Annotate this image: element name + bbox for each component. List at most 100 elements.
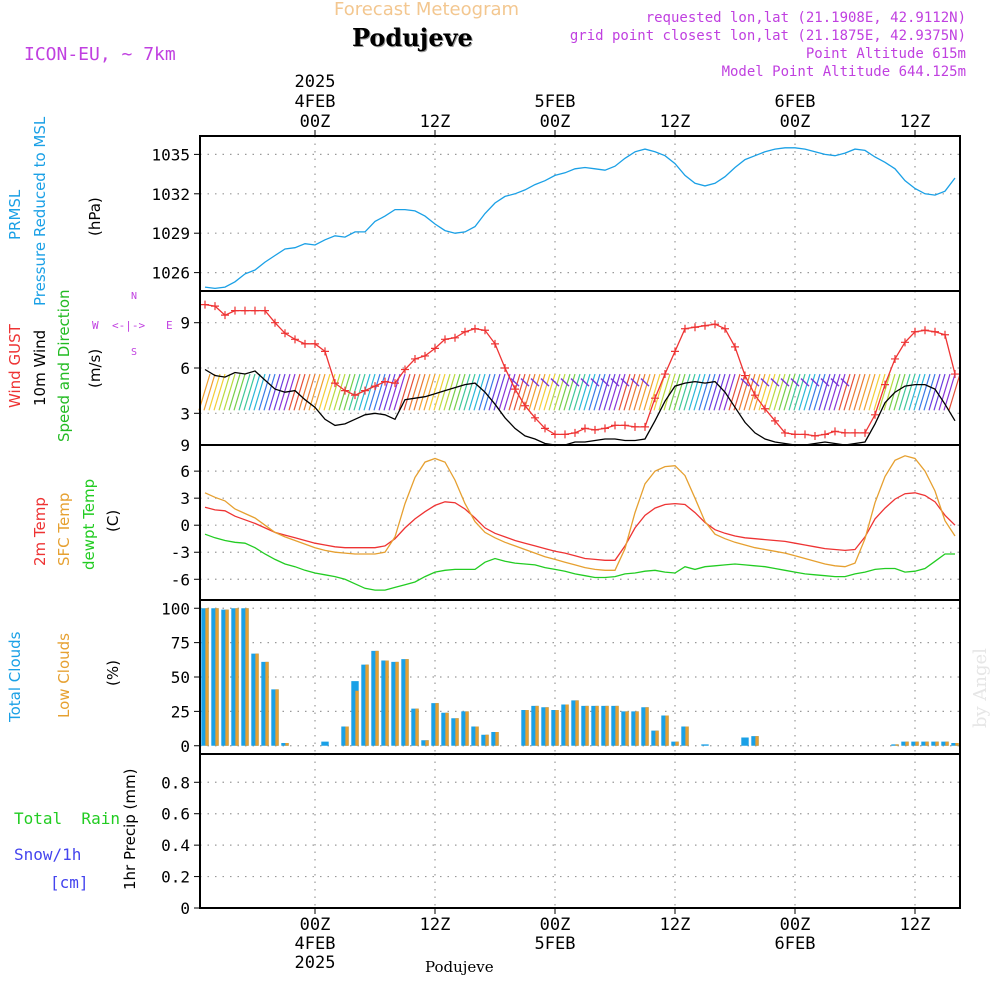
clouds-y-tick-label: 100 — [161, 599, 190, 618]
wind-dir-arrow — [830, 378, 840, 387]
wind-dir-hatch — [368, 373, 381, 411]
wind-dir-hatch — [883, 373, 896, 411]
x-tick-label-bottom: 00Z — [780, 915, 811, 935]
wind-dir-hatch — [663, 373, 676, 411]
wind-dir-hatch — [573, 373, 586, 411]
wind-dir-hatch — [928, 373, 941, 411]
total-cloud-bar — [941, 741, 949, 746]
precip-frame — [199, 753, 961, 909]
gust-marker — [431, 344, 439, 353]
low-cloud-bar — [375, 650, 379, 746]
wind-dir-hatch — [373, 373, 386, 411]
low-cloud-bar — [635, 711, 639, 746]
low-cloud-bar — [525, 710, 529, 746]
wind-dir-hatch — [323, 373, 336, 411]
low-clouds-label: Low Clouds — [55, 633, 73, 718]
low-cloud-bar — [245, 608, 249, 746]
wind-y-tick-label: 9 — [180, 436, 190, 455]
low-cloud-bar — [605, 705, 609, 746]
total-cloud-bar — [471, 726, 479, 746]
low-cloud-bar — [655, 730, 659, 746]
low-cloud-bar — [675, 741, 679, 746]
wind-dir-hatch — [393, 373, 406, 411]
wind-dir-hatch — [628, 373, 641, 411]
total-cloud-bar — [341, 726, 349, 746]
wind-dir-hatch — [243, 373, 256, 411]
total-cloud-bar — [531, 705, 539, 746]
wind-dir-arrow — [540, 378, 550, 387]
wind-unit: (m/s) — [86, 348, 104, 388]
total-cloud-bar — [461, 711, 469, 746]
gust-marker — [841, 428, 849, 437]
wind-dir-hatch — [353, 373, 366, 411]
model-label: ICON-EU, ~ 7km — [24, 44, 176, 65]
clouds-y-tick-label: 50 — [171, 668, 190, 687]
low-cloud-bar — [925, 741, 929, 746]
wind-dir-arrow — [630, 378, 640, 387]
wind-dir-hatch — [588, 373, 601, 411]
total-cloud-bar — [491, 732, 499, 746]
gust-marker — [771, 416, 779, 425]
low-cloud-bar — [665, 715, 669, 746]
wind-dir-hatch — [633, 373, 646, 411]
pressure-line — [204, 147, 956, 290]
watermark: by Angel — [970, 648, 991, 728]
gust-marker — [851, 428, 859, 437]
total-cloud-bar — [601, 705, 609, 746]
temperature-y-tick-label: 3 — [180, 489, 190, 508]
wind-dir-hatch — [528, 373, 541, 411]
x-tick-label-top: 00Z — [780, 112, 811, 132]
x-tick-label-top: 2025 — [295, 72, 336, 92]
low-cloud-bar — [455, 718, 459, 746]
wind-dir-hatch — [228, 373, 241, 411]
gust-marker — [321, 347, 329, 356]
gust-marker — [521, 401, 529, 410]
wind-dir-hatch — [808, 373, 821, 411]
wind-dir-hatch — [873, 373, 886, 411]
wind-y-tick-label: 9 — [180, 314, 190, 333]
gust-marker — [751, 391, 759, 400]
low-cloud-bar — [285, 743, 289, 746]
wind-dir-hatch — [298, 373, 311, 411]
gust-marker — [611, 421, 619, 430]
wind-dir-hatch — [823, 373, 836, 411]
wind-dir-hatch — [878, 373, 891, 411]
low-cloud-bar — [575, 700, 579, 746]
wind-dir-hatch — [778, 373, 791, 411]
total-cloud-bar — [451, 718, 459, 746]
gust-marker — [831, 427, 839, 436]
gust-marker — [271, 318, 279, 327]
x-tick-label-bottom: 00Z — [300, 915, 331, 935]
x-tick-label-bottom: 6FEB — [775, 934, 816, 954]
wind-dir-hatch — [523, 373, 536, 411]
wind-dir-arrow — [840, 378, 850, 387]
wind-dir-arrow — [750, 378, 760, 387]
wind-dir-hatch — [843, 373, 856, 411]
gust-marker — [261, 306, 269, 315]
wind-dir-hatch — [563, 373, 576, 411]
precip-y-tick-label: 0.4 — [161, 836, 190, 855]
wind-dir-hatch — [318, 373, 331, 411]
x-tick-label-top: 00Z — [540, 112, 571, 132]
total-cloud-bar — [391, 661, 399, 746]
gust-marker — [881, 380, 889, 389]
gust-marker — [931, 327, 939, 336]
low-cloud-bar — [365, 664, 369, 746]
wind-dir-hatch — [913, 373, 926, 411]
wind-dir-hatch — [783, 373, 796, 411]
wind-dir-hatch — [858, 373, 871, 411]
wind-dir-hatch — [418, 373, 431, 411]
wind-dir-hatch — [548, 373, 561, 411]
wind-dir-hatch — [793, 373, 806, 411]
x-tick-label-bottom: 5FEB — [535, 934, 576, 954]
gust-marker — [641, 422, 649, 431]
gust-marker — [891, 354, 899, 363]
wind-dir-hatch — [618, 373, 631, 411]
wind-dir-hatch — [613, 373, 626, 411]
gust-marker — [581, 424, 589, 433]
wind-dir-hatch — [408, 373, 421, 411]
wind-dir-hatch — [533, 373, 546, 411]
low-cloud-bar — [535, 705, 539, 746]
total-cloud-bar — [441, 712, 449, 746]
wind-dir-hatch — [593, 373, 606, 411]
